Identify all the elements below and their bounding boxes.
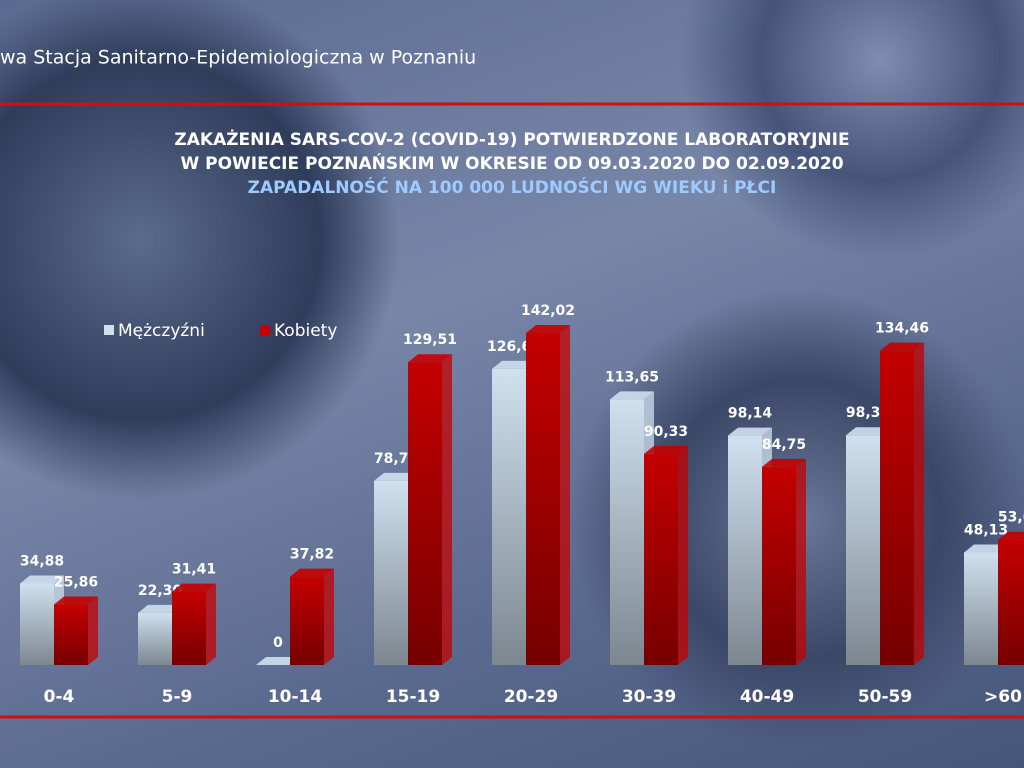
x-tick-label: 5-9 bbox=[162, 687, 193, 707]
value-label: 134,46 bbox=[875, 321, 929, 337]
value-label: 0 bbox=[273, 635, 283, 651]
bar-shade bbox=[492, 368, 526, 665]
bar-shade bbox=[880, 350, 914, 665]
value-label: 78,76 bbox=[374, 451, 418, 467]
bar-top bbox=[728, 427, 772, 436]
legend-swatch bbox=[104, 325, 114, 335]
value-label: 129,51 bbox=[403, 332, 457, 348]
value-label: 98,14 bbox=[728, 406, 773, 422]
bar-shade bbox=[408, 362, 442, 665]
bar-top bbox=[20, 575, 64, 584]
value-label: 142,02 bbox=[521, 303, 575, 319]
bar-shade bbox=[610, 399, 644, 665]
bar-shade bbox=[846, 435, 880, 665]
bar-top bbox=[138, 604, 182, 613]
bar-top bbox=[408, 354, 452, 363]
x-tick-label: 10-14 bbox=[268, 687, 323, 707]
bar-side bbox=[88, 596, 98, 665]
bar-top bbox=[880, 342, 924, 351]
value-label: 113,65 bbox=[605, 369, 659, 385]
bar-side bbox=[206, 583, 216, 665]
bar-side bbox=[914, 342, 924, 665]
x-tick-label: >60 bbox=[984, 687, 1022, 707]
value-label: 37,82 bbox=[290, 547, 334, 563]
value-label: 22,30 bbox=[138, 583, 183, 599]
bar-shade bbox=[20, 583, 54, 665]
bar-side bbox=[324, 568, 334, 665]
bar-shade bbox=[526, 333, 560, 665]
bar-top bbox=[610, 391, 654, 400]
bar-top bbox=[964, 544, 1008, 553]
bar-top bbox=[762, 458, 806, 467]
legend-swatch bbox=[260, 325, 270, 335]
chart-title: ZAKAŻENIA SARS-COV-2 (COVID-19) POTWIERD… bbox=[174, 128, 849, 150]
bar-side bbox=[560, 325, 570, 665]
header: wa Stacja Sanitarno-Epidemiologiczna w P… bbox=[0, 47, 476, 69]
bar-top bbox=[172, 583, 216, 592]
bar-side bbox=[678, 445, 688, 665]
bar-shade bbox=[998, 539, 1024, 665]
bar-shade bbox=[138, 612, 172, 665]
x-tick-label: 20-29 bbox=[504, 687, 558, 707]
value-label: 53,60 bbox=[998, 510, 1024, 526]
x-tick-label: 40-49 bbox=[740, 687, 794, 707]
bar-shade bbox=[54, 604, 88, 665]
bar-shade bbox=[290, 576, 324, 665]
bar-top bbox=[846, 427, 890, 436]
value-label: 25,86 bbox=[54, 575, 98, 591]
bar-top bbox=[998, 531, 1024, 540]
chart-title: W POWIECIE POZNAŃSKIM W OKRESIE OD 09.03… bbox=[180, 152, 843, 174]
bar-top bbox=[374, 472, 418, 481]
bar-side bbox=[442, 354, 452, 665]
legend-label: Mężczyźni bbox=[118, 321, 205, 341]
value-label: 90,33 bbox=[644, 424, 688, 440]
bar-side bbox=[796, 458, 806, 665]
bar-shade bbox=[374, 480, 408, 665]
value-label: 84,75 bbox=[762, 437, 806, 453]
bar-shade bbox=[728, 435, 762, 665]
x-tick-label: 0-4 bbox=[44, 687, 75, 707]
value-label: 34,88 bbox=[20, 553, 64, 569]
bar-top bbox=[526, 325, 570, 333]
chart-subtitle: ZAPADALNOŚĆ NA 100 000 LUDNOŚCI WG WIEKU… bbox=[248, 176, 777, 198]
bar-top bbox=[54, 596, 98, 605]
x-tick-label: 30-39 bbox=[622, 687, 676, 707]
x-tick-label: 15-19 bbox=[386, 687, 440, 707]
bar-top bbox=[492, 360, 536, 369]
bar-top bbox=[256, 657, 300, 665]
value-label: 48,13 bbox=[964, 522, 1008, 538]
x-tick-label: 50-59 bbox=[858, 687, 912, 707]
legend-label: Kobiety bbox=[274, 321, 337, 341]
bar-shade bbox=[644, 453, 678, 665]
value-label: 98,30 bbox=[846, 405, 891, 421]
bar-shade bbox=[762, 466, 796, 665]
bar-top bbox=[644, 445, 688, 454]
bar-shade bbox=[964, 552, 998, 665]
bar-shade bbox=[172, 591, 206, 665]
value-label: 31,41 bbox=[172, 562, 216, 578]
bar-top bbox=[290, 568, 334, 577]
